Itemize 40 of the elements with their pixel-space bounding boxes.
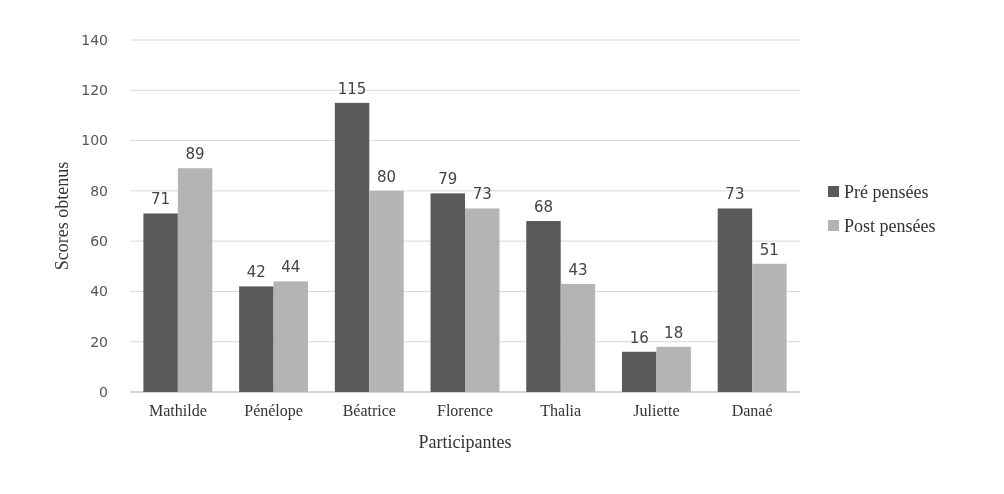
y-tick-label: 0 bbox=[99, 383, 108, 400]
bar bbox=[526, 221, 561, 392]
data-label: 44 bbox=[281, 258, 301, 277]
y-tick-label: 20 bbox=[90, 333, 108, 350]
legend-label: Pré pensées bbox=[844, 182, 929, 203]
y-axis-title: Scores obtenus bbox=[52, 161, 72, 271]
bar bbox=[239, 286, 274, 392]
data-label: 43 bbox=[568, 260, 588, 279]
x-tick-label: Béatrice bbox=[342, 402, 396, 419]
data-label: 71 bbox=[151, 190, 171, 209]
data-label: 115 bbox=[337, 79, 367, 98]
bar bbox=[430, 193, 465, 392]
data-label: 18 bbox=[664, 323, 684, 342]
x-axis-title: Participantes bbox=[418, 432, 512, 452]
x-tick-label: Florence bbox=[437, 402, 493, 419]
y-tick-label: 40 bbox=[90, 283, 108, 300]
y-tick-label: 80 bbox=[90, 182, 108, 199]
y-tick-label: 60 bbox=[90, 233, 108, 250]
bar bbox=[717, 208, 753, 392]
legend-label: Post pensées bbox=[844, 216, 936, 237]
x-tick-label: Thalia bbox=[540, 402, 582, 419]
data-label: 68 bbox=[533, 198, 554, 217]
data-label: 16 bbox=[629, 328, 649, 347]
data-label: 51 bbox=[759, 240, 779, 259]
data-label: 42 bbox=[246, 263, 266, 282]
bar bbox=[143, 213, 178, 392]
data-label: 89 bbox=[185, 145, 205, 164]
bar bbox=[621, 351, 657, 392]
x-tick-label: Danaé bbox=[731, 402, 773, 419]
data-label: 73 bbox=[472, 185, 492, 204]
y-tick-label: 100 bbox=[81, 132, 108, 149]
y-tick-label: 140 bbox=[81, 31, 108, 48]
y-tick-label: 120 bbox=[81, 82, 108, 99]
x-tick-label: Pénélope bbox=[244, 402, 303, 420]
x-tick-label: Juliette bbox=[633, 402, 680, 419]
data-label: 80 bbox=[376, 167, 397, 186]
data-label: 79 bbox=[438, 170, 458, 189]
data-label: 73 bbox=[725, 185, 745, 204]
x-tick-label: Mathilde bbox=[148, 402, 207, 419]
bar bbox=[334, 102, 370, 392]
